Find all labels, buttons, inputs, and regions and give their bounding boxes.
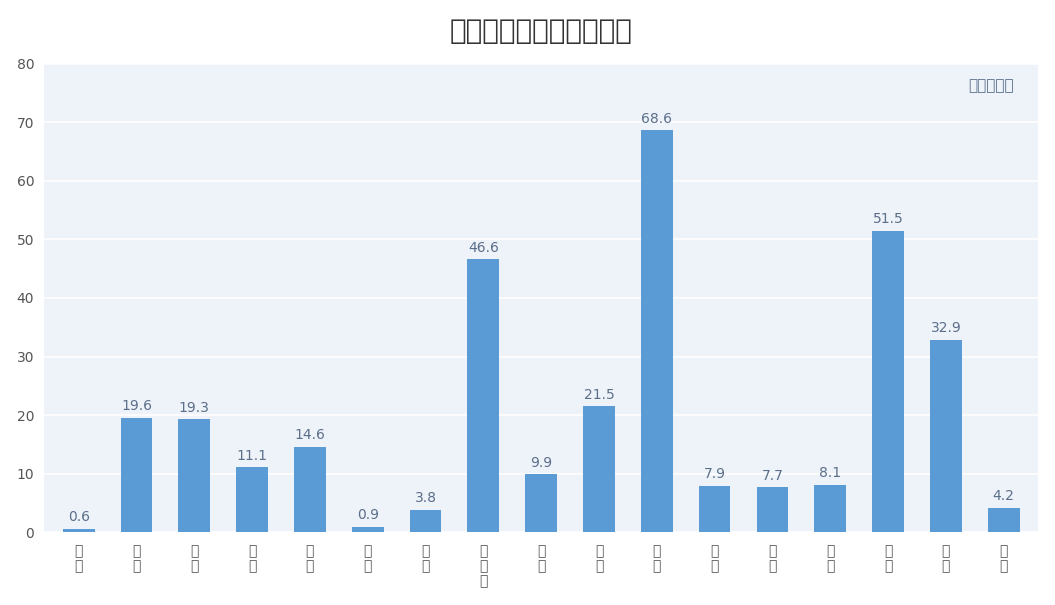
Text: 46.6: 46.6 (468, 241, 499, 255)
Text: 3.8: 3.8 (415, 491, 437, 505)
Bar (294, 447, 326, 532)
Bar (409, 510, 441, 532)
Bar (814, 485, 846, 532)
Bar (640, 131, 673, 532)
Bar (467, 260, 499, 532)
Title: 中国电解铝产量区域分布: 中国电解铝产量区域分布 (449, 17, 633, 45)
Bar (929, 339, 962, 532)
Text: 0.6: 0.6 (68, 510, 90, 524)
Bar (583, 407, 615, 532)
Text: 19.6: 19.6 (121, 399, 152, 413)
Bar (872, 231, 904, 532)
Text: 11.1: 11.1 (236, 449, 268, 463)
Text: 51.5: 51.5 (872, 212, 903, 226)
Bar (120, 417, 152, 532)
Text: 4.2: 4.2 (993, 489, 1015, 503)
Bar (63, 529, 95, 532)
Text: 7.7: 7.7 (762, 468, 784, 483)
Text: 19.3: 19.3 (179, 401, 210, 414)
Bar (236, 467, 268, 532)
Text: 14.6: 14.6 (294, 428, 325, 442)
Text: 0.9: 0.9 (357, 508, 379, 522)
Bar (987, 508, 1019, 532)
Text: 68.6: 68.6 (641, 112, 672, 126)
Bar (178, 419, 210, 532)
Text: 9.9: 9.9 (530, 456, 552, 469)
Bar (756, 487, 788, 532)
Text: 8.1: 8.1 (819, 466, 841, 480)
Text: 7.9: 7.9 (704, 467, 726, 482)
Text: 32.9: 32.9 (931, 321, 961, 335)
Text: 单位：万吨: 单位：万吨 (967, 77, 1014, 93)
Bar (698, 486, 730, 532)
Bar (525, 474, 557, 532)
Bar (352, 527, 384, 532)
Text: 21.5: 21.5 (583, 388, 614, 402)
